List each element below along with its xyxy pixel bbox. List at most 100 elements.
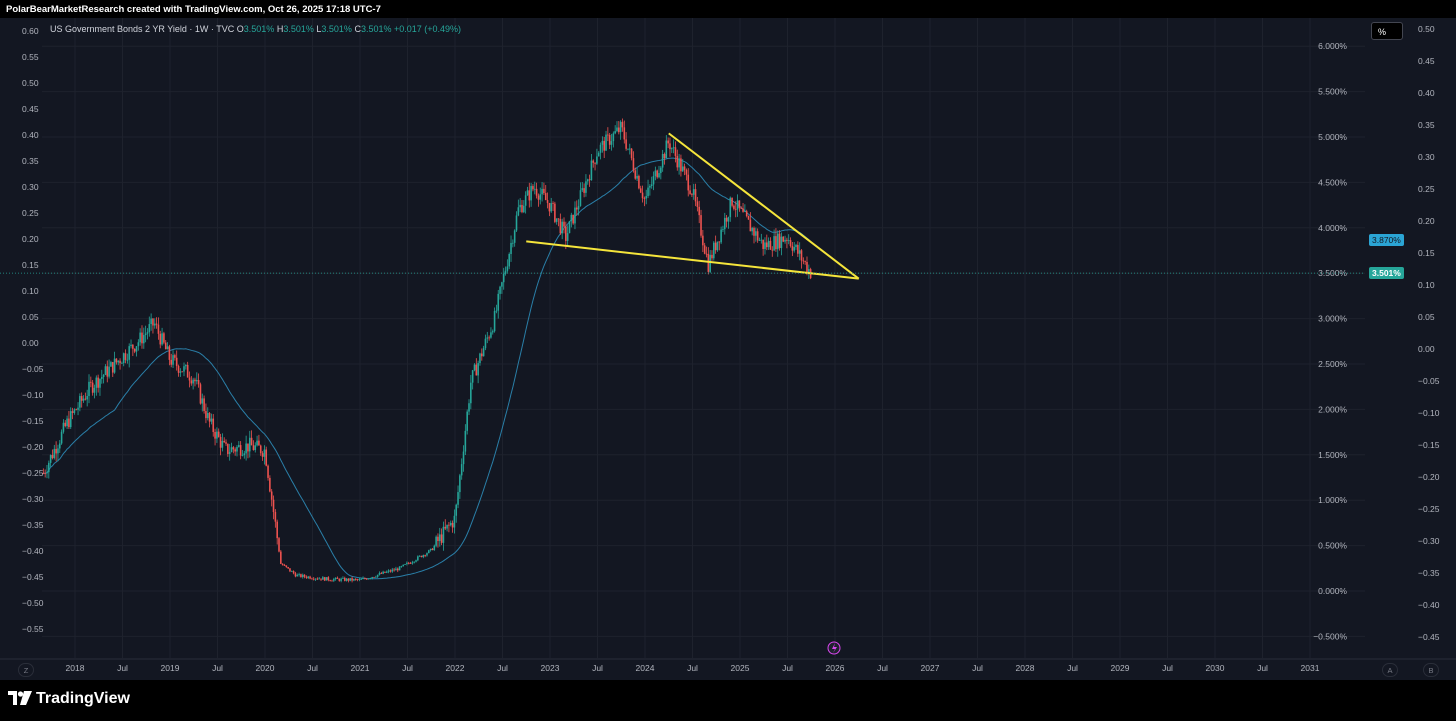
candle-body (630, 148, 633, 159)
candle-body (628, 148, 631, 150)
time-axis-tick: Jul (497, 663, 508, 673)
candle-body (528, 190, 531, 201)
candle-body (532, 186, 534, 190)
candle-body (342, 577, 344, 579)
candle-body (254, 445, 257, 451)
scale-mode-button[interactable]: B (1423, 663, 1439, 677)
candle-body (641, 192, 644, 199)
candle-body (71, 411, 74, 413)
candle-body (338, 578, 341, 581)
candle-body (174, 355, 176, 358)
candle-body (113, 358, 116, 373)
candle-body (121, 362, 123, 364)
legend-close: 3.501% (360, 24, 392, 34)
candle-body (517, 207, 520, 216)
candle-body (639, 188, 642, 193)
candle-body (597, 152, 600, 157)
candle-body (152, 318, 154, 326)
candle-body (767, 240, 770, 248)
candle-body (798, 250, 801, 254)
candle-body (247, 443, 249, 452)
candle-body (252, 445, 255, 451)
right-axis-tick: −0.35 (1418, 568, 1440, 578)
candle-body (738, 200, 741, 208)
candle-body (378, 573, 381, 575)
candle-body (703, 245, 706, 254)
candle-body (501, 282, 503, 287)
candle-body (764, 242, 766, 249)
candle-body (130, 344, 132, 347)
candle-body (358, 579, 361, 580)
footer-bar (0, 680, 1456, 721)
legend-symbol[interactable]: US Government Bonds 2 YR Yield · 1W · TV… (50, 24, 235, 34)
left-axis-tick: −0.45 (22, 572, 44, 582)
candle-body (568, 221, 571, 234)
candle-body (367, 578, 370, 580)
candle-body (521, 204, 523, 213)
candle-body (146, 332, 149, 334)
time-axis-tick: 2029 (1111, 663, 1130, 673)
candle-body (758, 240, 761, 241)
candle-body (778, 233, 781, 249)
candle-body (234, 449, 236, 452)
candle-body (161, 333, 163, 345)
candle-body (265, 449, 268, 466)
candle-body (475, 364, 478, 376)
candle-body (601, 140, 604, 145)
price-unit-button[interactable]: % (1371, 22, 1403, 40)
candle-body (491, 331, 494, 333)
price-axis-tick: 5.000% (1318, 132, 1347, 142)
candle-body (585, 181, 587, 193)
candle-body (506, 266, 509, 271)
candle-body (256, 440, 258, 446)
candle-body (771, 249, 774, 251)
symbol-legend[interactable]: US Government Bonds 2 YR Yield · 1W · TV… (50, 24, 461, 34)
candle-body (493, 311, 496, 332)
candle-body (239, 445, 242, 456)
candle-body (424, 555, 426, 556)
candle-body (183, 366, 185, 372)
candle-body (285, 565, 288, 568)
time-axis-tick: 2028 (1016, 663, 1035, 673)
left-axis-tick: −0.30 (22, 494, 44, 504)
last-price-tag: 3.501% (1369, 267, 1404, 279)
trendline[interactable] (526, 240, 859, 280)
time-axis-tick: 2026 (826, 663, 845, 673)
trendlines-layer[interactable] (526, 132, 860, 280)
candle-body (371, 577, 373, 579)
candle-body (168, 346, 171, 360)
candle-body (535, 188, 538, 196)
candle-body (356, 579, 359, 581)
legend-low-key: L (316, 24, 322, 34)
candle-body (473, 364, 476, 371)
candle-body (530, 186, 532, 201)
candle-body (216, 431, 218, 439)
candle-body (42, 472, 45, 474)
candle-body (415, 560, 417, 562)
left-axis-tick: 0.45 (22, 104, 39, 114)
zoom-reset-button[interactable]: Z (18, 663, 34, 677)
candle-body (438, 534, 441, 542)
auto-scale-button[interactable]: A (1382, 663, 1398, 677)
candle-body (548, 202, 551, 212)
candle-body (139, 332, 141, 343)
candle-body (479, 353, 481, 364)
left-axis-tick: −0.35 (22, 520, 44, 530)
candle-body (756, 231, 759, 241)
candle-body (294, 573, 297, 577)
candle-body (57, 448, 59, 454)
candle-body (292, 571, 295, 574)
chart-canvas[interactable]: 0.60 0.55 0.50 0.45 0.40 0.35 0.30 0.25 0.20 0.15… (0, 0, 1456, 680)
candle-body (636, 175, 638, 179)
legend-low: 3.501% (321, 24, 352, 34)
candle-body (219, 436, 222, 448)
candle-body (413, 561, 415, 563)
candle-body (155, 323, 158, 325)
candle-body (122, 353, 125, 363)
right-axis-tick: 0.20 (1418, 216, 1435, 226)
candle-body (110, 362, 112, 367)
candle-body (800, 250, 803, 261)
candle-body (80, 396, 83, 401)
candle-body (186, 365, 189, 378)
trendline[interactable] (668, 132, 860, 280)
